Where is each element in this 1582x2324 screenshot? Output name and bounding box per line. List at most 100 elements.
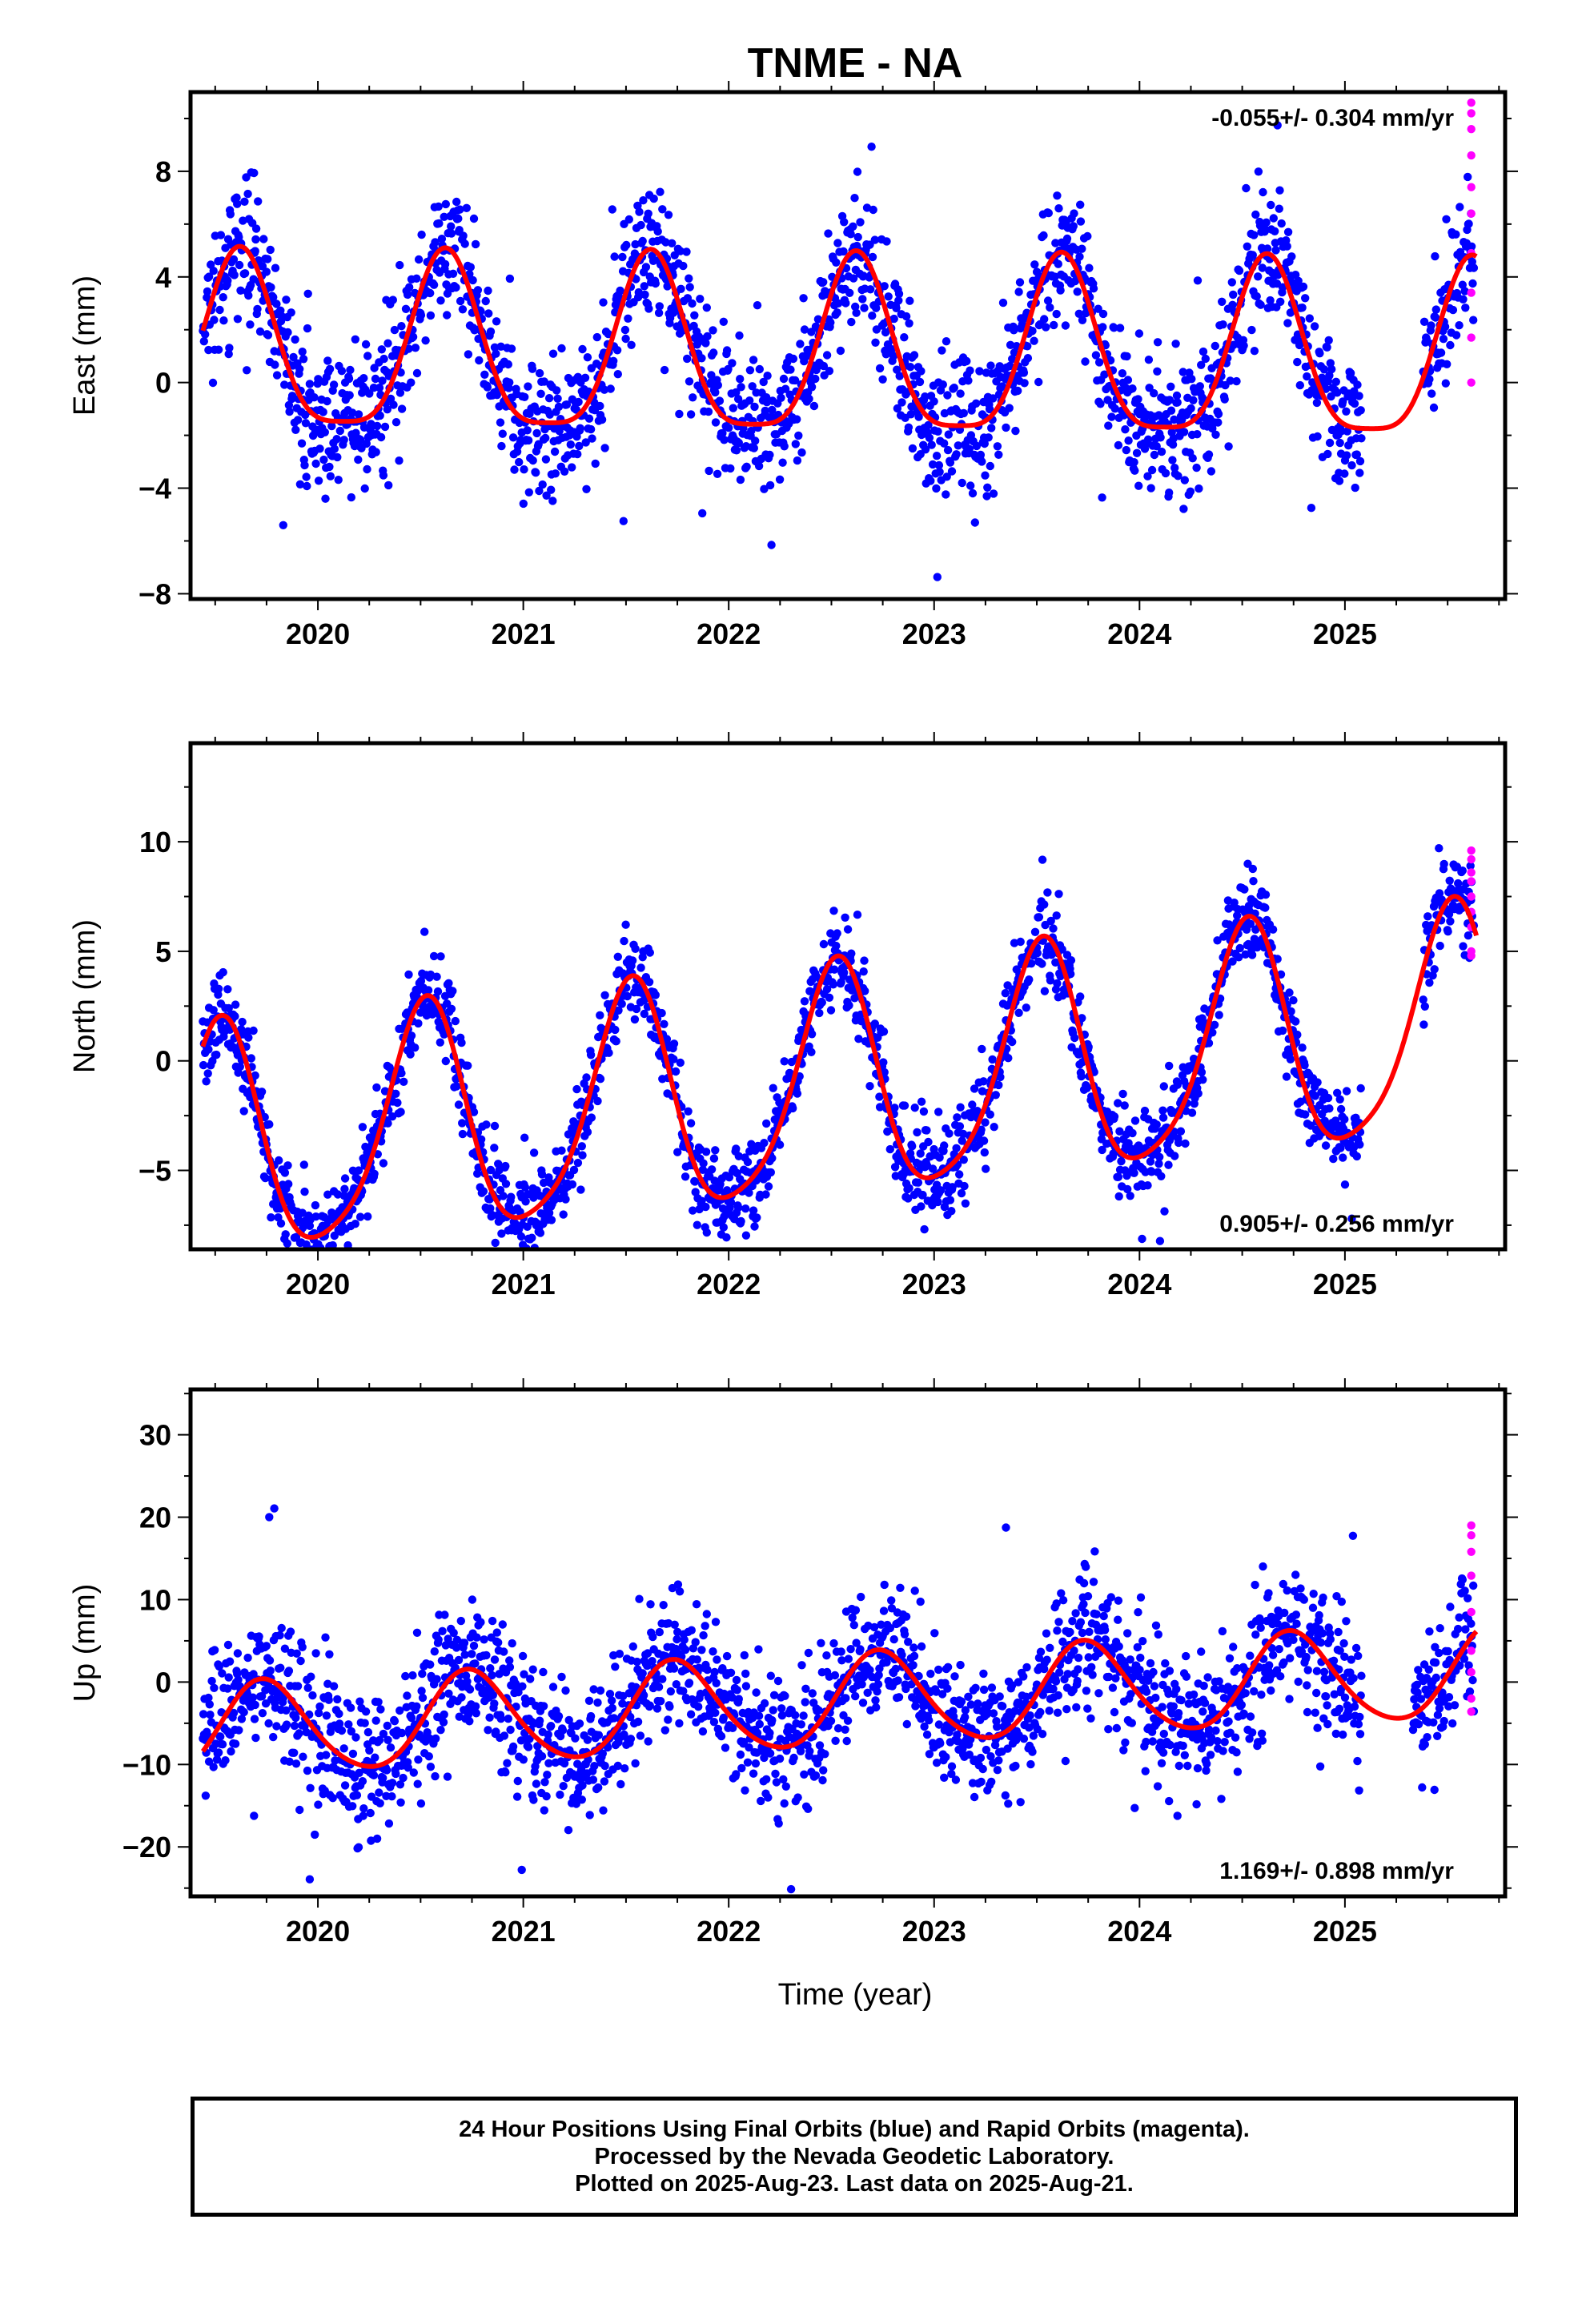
data-point	[1285, 988, 1294, 997]
data-point	[210, 1683, 219, 1692]
data-point	[935, 468, 944, 476]
data-point	[311, 1212, 320, 1221]
data-point	[321, 494, 330, 503]
data-point	[469, 1641, 479, 1651]
data-point	[657, 1008, 666, 1018]
data-point	[1435, 941, 1444, 951]
data-point	[542, 491, 551, 500]
data-point	[215, 305, 224, 315]
data-point	[436, 296, 445, 305]
data-point	[620, 325, 630, 335]
data-point	[305, 380, 315, 388]
data-point	[426, 1660, 435, 1669]
data-point	[829, 980, 838, 989]
data-point	[201, 1791, 211, 1800]
data-point	[1186, 404, 1195, 413]
data-point	[833, 299, 843, 308]
data-point	[1010, 348, 1019, 357]
data-point	[733, 1203, 743, 1212]
data-point	[298, 1642, 307, 1651]
data-point	[1224, 442, 1233, 451]
data-point	[551, 469, 560, 478]
data-point	[1460, 287, 1469, 296]
data-point	[604, 1048, 613, 1057]
data-point	[466, 263, 475, 271]
data-point	[973, 1107, 982, 1116]
data-point	[254, 197, 263, 206]
data-point	[894, 289, 904, 299]
data-point	[1276, 297, 1285, 306]
data-point	[440, 1710, 448, 1719]
data-point	[1295, 380, 1305, 390]
data-point	[1248, 864, 1258, 874]
data-point	[360, 1719, 369, 1727]
data-point	[1157, 447, 1166, 456]
data-point	[927, 440, 936, 449]
data-point	[1161, 468, 1170, 478]
data-point	[932, 484, 941, 493]
data-point	[519, 1755, 528, 1764]
data-point	[209, 267, 218, 275]
data-point	[240, 197, 249, 206]
data-point	[571, 1734, 580, 1743]
data-point	[575, 441, 584, 451]
data-point	[496, 418, 505, 427]
data-point	[303, 481, 311, 491]
data-point	[264, 1719, 273, 1728]
data-point	[697, 354, 706, 363]
data-point	[1249, 877, 1258, 886]
data-point	[1215, 1011, 1223, 1019]
data-point	[486, 1664, 495, 1673]
data-point	[299, 1752, 307, 1761]
data-point	[1197, 360, 1206, 369]
data-point	[1464, 172, 1472, 182]
data-point	[1042, 323, 1050, 332]
data-point	[227, 1747, 235, 1756]
data-point	[375, 411, 384, 420]
data-point	[1098, 323, 1107, 332]
data-point	[1110, 404, 1119, 413]
data-point	[924, 1137, 933, 1147]
data-point	[1230, 899, 1239, 907]
data-point	[594, 1783, 603, 1792]
data-point	[720, 436, 729, 444]
data-point	[303, 289, 312, 298]
data-point	[1122, 445, 1131, 455]
data-point	[371, 448, 380, 456]
data-point	[1469, 263, 1479, 272]
data-point	[988, 1055, 997, 1064]
data-point	[1340, 469, 1349, 478]
data-point	[212, 1755, 222, 1764]
data-point	[548, 497, 557, 505]
data-point	[209, 1006, 218, 1015]
data-point	[942, 337, 951, 346]
data-point	[649, 194, 658, 203]
data-point	[1156, 433, 1165, 442]
data-point	[528, 1665, 537, 1674]
data-point	[636, 963, 645, 972]
data-point	[496, 1715, 505, 1723]
data-point	[953, 1113, 962, 1122]
data-point	[868, 252, 877, 262]
data-point	[822, 985, 832, 994]
data-point	[363, 464, 371, 474]
data-point	[1098, 493, 1106, 502]
data-point	[1356, 1084, 1365, 1093]
data-point	[1192, 463, 1201, 472]
data-point	[1455, 321, 1464, 330]
data-point	[1144, 435, 1153, 444]
data-point	[775, 475, 785, 484]
data-point	[1232, 376, 1241, 386]
data-point	[590, 1762, 599, 1771]
data-point	[1159, 1082, 1169, 1091]
data-point	[1114, 1099, 1122, 1108]
data-point	[362, 439, 371, 448]
data-point	[640, 282, 648, 291]
data-point	[819, 939, 829, 949]
data-point	[379, 471, 388, 480]
data-point	[287, 308, 295, 317]
data-point	[282, 1720, 291, 1729]
data-point	[524, 436, 533, 445]
data-point	[794, 431, 803, 440]
data-point	[719, 317, 728, 326]
